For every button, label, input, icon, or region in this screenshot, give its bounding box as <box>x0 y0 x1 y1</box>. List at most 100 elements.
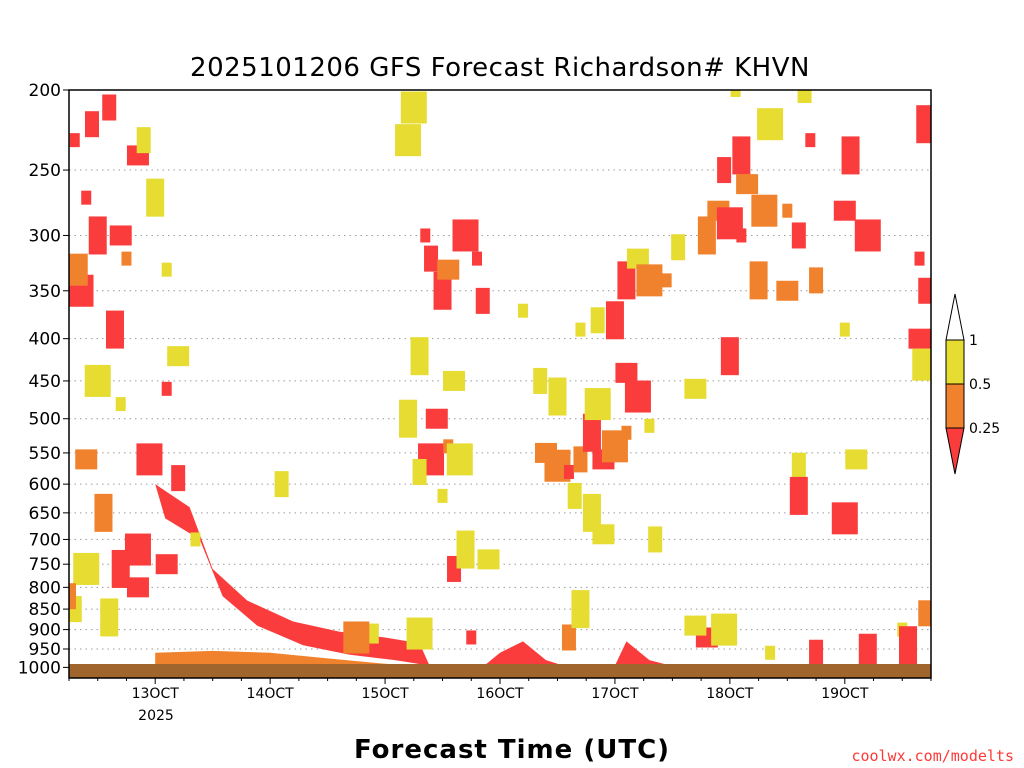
ri-cell <box>912 348 931 381</box>
ri-cell <box>443 370 466 391</box>
ri-cell <box>805 133 816 148</box>
ri-cell <box>121 251 132 266</box>
ri-cell <box>567 482 582 509</box>
y-axis-ticks: 200 250 300 350 400 450 500 550 600 650 700 750 8008… <box>18 81 69 678</box>
ri-cell <box>809 639 824 666</box>
ri-cell <box>274 471 289 498</box>
x-tick-label: 18OCT <box>706 686 754 702</box>
ri-cell <box>102 94 117 121</box>
ri-cell <box>736 174 759 195</box>
y-tick-label: 550 <box>29 444 61 464</box>
ri-cell <box>918 277 931 304</box>
ri-cell <box>466 630 477 645</box>
ri-cell <box>661 273 672 288</box>
ri-cell <box>155 554 178 575</box>
ri-cell <box>671 234 686 261</box>
ri-cell <box>161 381 172 396</box>
ri-cell <box>916 105 931 144</box>
ri-cell <box>437 259 460 280</box>
ri-cell <box>420 228 431 243</box>
ri-cell <box>452 219 479 252</box>
ri-cell <box>730 90 741 97</box>
ri-cell <box>831 502 858 535</box>
ri-cell <box>343 621 370 654</box>
ri-cell <box>395 124 422 157</box>
ri-cell <box>621 425 632 440</box>
band-boundary-layer <box>69 641 931 678</box>
ri-cell <box>582 413 601 452</box>
ri-cell <box>839 322 850 337</box>
ri-cell <box>433 271 452 310</box>
ri-cell <box>100 598 119 637</box>
y-tick-label: 250 <box>29 161 61 181</box>
ri-cell <box>136 443 163 476</box>
ri-cell <box>854 219 881 252</box>
ri-cell <box>84 364 111 397</box>
ri-cell <box>472 251 483 266</box>
ri-cell <box>94 493 113 532</box>
chart-title: 2025101206 GFS Forecast Richardson# KHVN <box>190 53 810 83</box>
ri-cell <box>425 408 448 429</box>
colorbar-label: 1 <box>969 333 978 349</box>
x-tick-label: 16OCT <box>476 686 524 702</box>
ri-cell <box>575 322 586 337</box>
ri-cell <box>776 280 799 301</box>
x-tick-label: 17OCT <box>591 686 639 702</box>
ri-cell <box>477 549 500 570</box>
ri-cell <box>684 615 707 636</box>
ri-cell <box>548 377 567 416</box>
credit-text: coolwx.com/modelts <box>851 747 1014 765</box>
ri-cell <box>161 262 172 277</box>
ri-cell <box>406 617 433 650</box>
y-tick-label: 700 <box>29 530 61 550</box>
band-descending-layer <box>155 484 430 666</box>
ri-cell <box>615 362 638 383</box>
y-tick-label: 600 <box>29 475 61 495</box>
colorbar-top-arrow <box>945 293 965 341</box>
ri-cell <box>605 301 624 340</box>
ri-cell <box>636 264 663 297</box>
ri-cell <box>573 446 588 473</box>
ri-cell <box>624 380 651 413</box>
x-year-label: 2025 <box>138 708 174 724</box>
ri-cell <box>590 307 605 334</box>
ri-cell <box>563 464 574 479</box>
ri-cell <box>475 287 490 314</box>
ri-cell <box>809 267 824 294</box>
ri-cell <box>736 228 747 243</box>
ri-cell <box>109 225 132 246</box>
ri-cell <box>617 261 636 300</box>
y-tick-label: 450 <box>29 372 61 392</box>
colorbar-label: 0.25 <box>969 421 1000 437</box>
ri-cell <box>841 136 860 175</box>
x-axis-ticks: 13OCT 14OCT 15OCT 16OCT 17OCT 18OCT 19OCT <box>68 678 932 702</box>
colorbar-legend: 1 0.5 0.25 <box>945 293 1000 475</box>
ri-cell <box>73 552 100 585</box>
ri-cell <box>167 346 190 367</box>
ri-cell <box>720 337 739 376</box>
ri-cell <box>833 200 856 221</box>
ri-cell <box>412 458 427 485</box>
ri-cell <box>105 310 124 349</box>
ri-cell <box>69 253 88 286</box>
ri-cell <box>684 378 707 399</box>
ground-strip <box>69 664 931 678</box>
ri-cell <box>791 452 806 479</box>
ri-cell <box>782 203 793 218</box>
ri-cell <box>858 633 877 672</box>
colorbar-yellow <box>945 339 965 385</box>
y-tick-label: 650 <box>29 504 61 524</box>
ri-cell <box>749 261 768 300</box>
ri-cell <box>918 600 931 627</box>
ri-cell <box>626 248 649 269</box>
x-tick-label: 19OCT <box>821 686 869 702</box>
ri-cell <box>899 626 918 665</box>
ri-cell <box>797 90 812 103</box>
ri-cell <box>592 524 615 545</box>
y-tick-label: 800 <box>29 578 61 598</box>
ri-cell <box>533 367 548 394</box>
y-tick-label: 900 <box>29 621 61 641</box>
ri-cell <box>399 399 418 438</box>
ri-cell <box>69 583 76 610</box>
ri-cell <box>908 328 931 349</box>
